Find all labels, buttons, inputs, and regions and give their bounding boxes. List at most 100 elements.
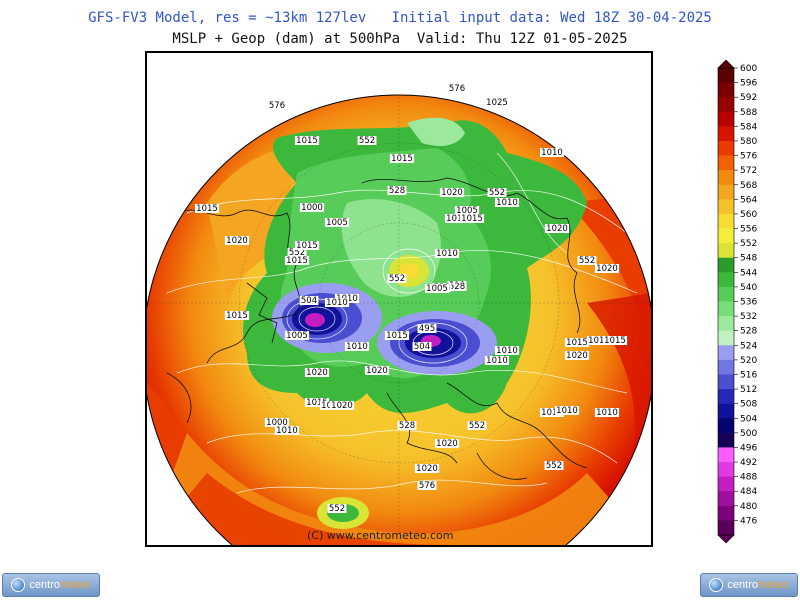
colorbar-tick-label: 580 — [740, 137, 757, 147]
isobar-label: 1015 — [386, 331, 408, 341]
isobar-label-bg — [329, 401, 355, 410]
colorbar-tick-label: 584 — [740, 122, 757, 132]
geopotential-label-bg — [544, 461, 564, 470]
geopotential-label-bg — [387, 186, 407, 195]
isobar-label: 1015 — [446, 214, 468, 224]
isobar-label: 1005 — [326, 218, 348, 228]
isobar-label: 1015 — [391, 154, 413, 164]
isobar-label-bg — [384, 331, 410, 340]
isobar-label-bg — [284, 256, 310, 265]
isobar-label-bg — [586, 336, 612, 345]
colorbar-tick-label: 528 — [740, 327, 757, 337]
geopotential-label: 552 — [546, 461, 562, 471]
colorbar-swatch — [718, 359, 734, 375]
isobar-label-bg — [324, 298, 350, 307]
geopotential-label-bg — [357, 136, 377, 145]
isobar-label-bg — [274, 426, 300, 435]
map-panel: 576 576 552 552 528 528 552 552 552 528 504 504 495 5… — [145, 51, 653, 547]
isobar-label-bg — [539, 408, 565, 417]
logo-text-left: centrometeo — [29, 579, 91, 591]
chart-title-model: GFS-FV3 Model, res = ~13km 127lev Initia… — [88, 10, 712, 26]
colorbar-swatch — [718, 316, 734, 331]
isobar-label-bg — [454, 206, 480, 215]
colorbar-swatch — [718, 418, 734, 434]
geopotential-label-bg — [397, 421, 417, 430]
isobar-label: 1010 — [436, 249, 458, 259]
colorbar-tick-label: 588 — [740, 108, 757, 118]
isobar-label: 1015 — [226, 311, 248, 321]
isobar-label-bg — [484, 356, 510, 365]
geopotential-label-bg — [327, 504, 347, 513]
isobar-label-bg — [434, 249, 460, 258]
isobar-label: 1020 — [306, 368, 328, 378]
isobar-label-bg — [299, 203, 325, 212]
colorbar-swatch — [718, 476, 734, 492]
isobar-label-bg — [344, 342, 370, 351]
isobar-label: 1020 — [566, 351, 588, 361]
isobar-label: 1010 — [346, 342, 368, 352]
isobar-label: 1015 — [196, 204, 218, 214]
isobar-label: 1000 — [301, 203, 323, 213]
isobar-label: 1015 — [541, 408, 563, 418]
geopotential-label: 552 — [359, 136, 375, 146]
geopotential-label: 552 — [389, 274, 405, 284]
geopotential-label: 528 — [449, 282, 465, 292]
centrometeo-logo-left[interactable]: centrometeo — [2, 573, 100, 597]
isobar-label: 1005 — [456, 206, 478, 216]
isobar-label: 1010 — [496, 346, 518, 356]
colorbar-tick-label: 520 — [740, 356, 757, 366]
colorbar-tick-label: 512 — [740, 385, 757, 395]
colorbar-swatch — [718, 97, 734, 113]
globe-icon — [11, 578, 26, 592]
isobar-label: 1010 — [496, 198, 518, 208]
isobar-label-bg — [434, 439, 460, 448]
colorbar-swatch — [718, 432, 734, 448]
colorbar-tick-label: 564 — [740, 195, 757, 205]
geopotential-label-bg — [387, 274, 407, 283]
isobar-label-bg — [224, 311, 250, 320]
isobar-label-bg — [424, 284, 450, 293]
colorbar-swatch — [718, 505, 734, 521]
isobar-label: 1015 — [286, 256, 308, 266]
isobar-label-bg — [594, 264, 620, 273]
geopotential-label-bg — [267, 101, 287, 110]
isobar-label-bg — [494, 346, 520, 355]
isobar-label-bg — [294, 136, 320, 145]
map-disc-edge — [147, 94, 651, 545]
colorbar-swatch — [718, 389, 734, 404]
geopotential-label: 504 — [414, 342, 430, 352]
geopotential-label: 495 — [419, 324, 435, 334]
colorbar-tick-label: 560 — [740, 210, 757, 220]
colorbar-tick-label: 516 — [740, 370, 757, 380]
contour-labels: 576 576 552 552 528 528 552 552 552 528 504 504 495 5… — [194, 84, 628, 514]
geopotential-label-bg — [577, 256, 597, 265]
geopotential-label-bg — [447, 282, 467, 291]
polar-stereographic-map: 576 576 552 552 528 528 552 552 552 528 504 504 495 5… — [147, 84, 651, 545]
colorbar-tick-label: 552 — [740, 239, 757, 249]
geopotential-label: 552 — [289, 248, 305, 258]
geopotential-label-bg — [417, 481, 437, 490]
geopotential-label-bg — [447, 84, 467, 93]
isobar-label-bg — [194, 204, 220, 213]
isobar-label: 1010 — [486, 356, 508, 366]
isobar-label: 1020 — [441, 188, 463, 198]
isobar-label: 1020 — [331, 401, 353, 411]
colorbar-swatch — [718, 272, 734, 288]
isobar-label: 1015 — [566, 338, 588, 348]
colorbar-top-arrow — [717, 60, 735, 69]
isobar-label: 1015 — [296, 136, 318, 146]
isobar-label-bg — [444, 214, 470, 223]
colorbar-swatch — [718, 82, 734, 98]
isobar-label-bg — [389, 154, 415, 163]
geopotential-label: 528 — [389, 186, 405, 196]
isobar-label-bg — [459, 214, 485, 223]
geopotential-label: 552 — [489, 188, 505, 198]
isobar-label-bg — [324, 218, 350, 227]
chart-title-field: MSLP + Geop (dam) at 500hPa Valid: Thu 1… — [172, 31, 628, 47]
geopotential-label-bg — [412, 342, 432, 351]
isobar-label-bg — [304, 398, 330, 407]
colorbar-tick-label: 476 — [740, 516, 757, 526]
colorbar-swatch — [718, 184, 734, 200]
colorbar-tick-label: 592 — [740, 93, 757, 103]
centrometeo-logo-right[interactable]: centrometeo — [700, 573, 798, 597]
